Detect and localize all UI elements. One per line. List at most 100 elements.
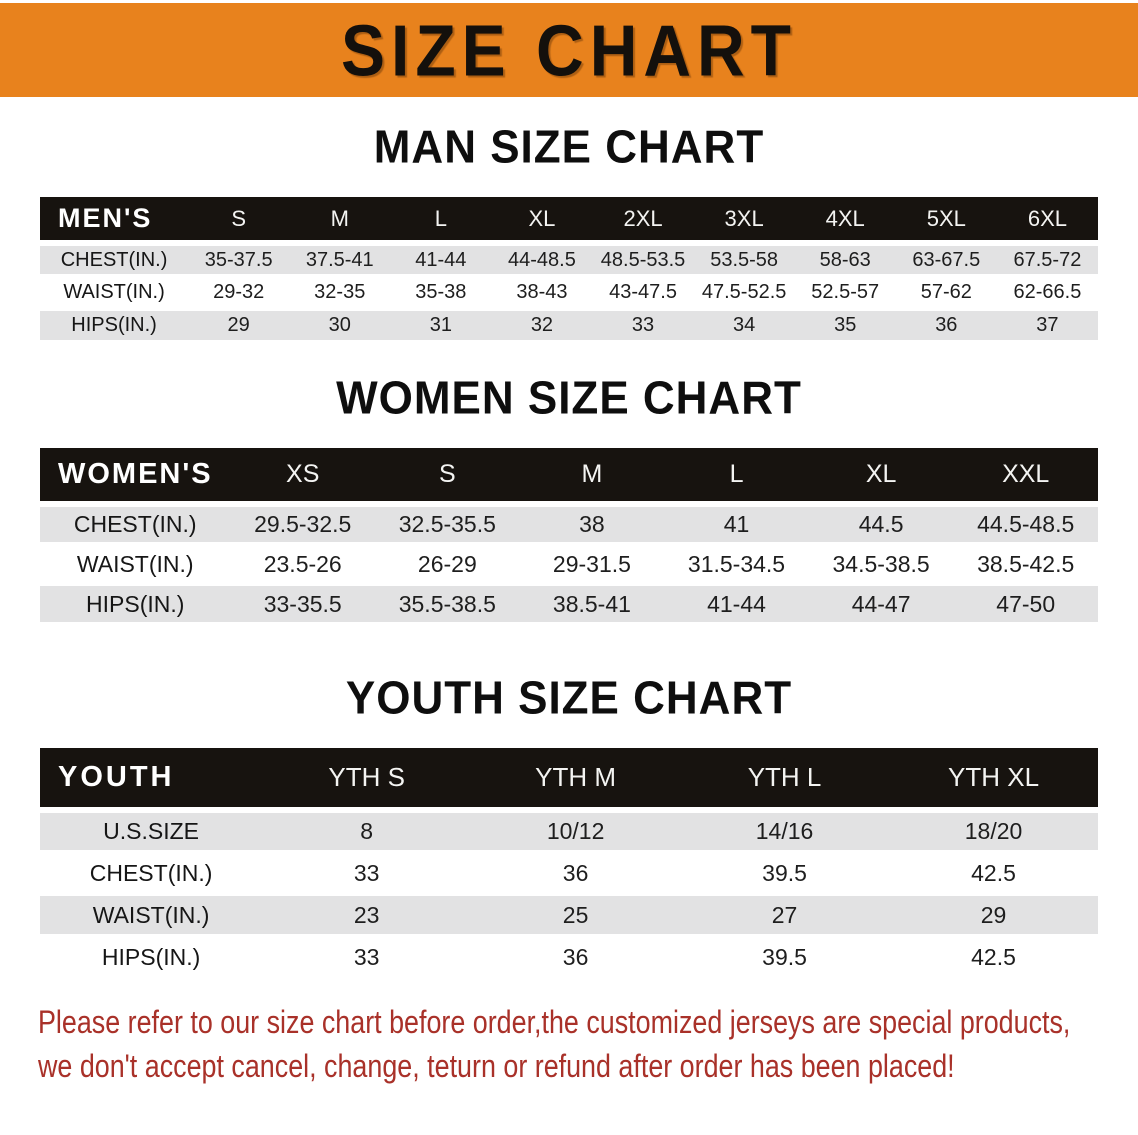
measurement-label: CHEST(IN.)	[40, 504, 231, 546]
size-value-cell: 38-43	[491, 276, 593, 311]
size-value-cell: 34	[693, 309, 795, 344]
table-header-row: MEN'S S M L XL 2XL 3XL 4XL 5XL 6XL	[40, 197, 1098, 246]
measurement-row: WAIST(IN.) 29-32 32-35 35-38 38-43 43-47.5 47.…	[40, 276, 1098, 311]
size-value-cell: 10/12	[471, 810, 681, 854]
measurement-row: CHEST(IN.) 35-37.5 37.5-41 41-44 44-48.5 48.5…	[40, 243, 1098, 278]
measurement-row: CHEST(IN.) 29.5-32.5 32.5-35.5 38 41 44.5 44.5…	[40, 504, 1098, 546]
measurement-row: HIPS(IN.) 33 36 39.5 42.5	[40, 936, 1098, 980]
size-column-header: XL	[808, 448, 954, 507]
measurement-label: HIPS(IN.)	[40, 584, 231, 626]
page-title: SIZE CHART	[341, 9, 797, 91]
size-value-cell: 33	[592, 309, 694, 344]
size-value-cell: 39.5	[680, 936, 890, 980]
size-column-header: M	[289, 197, 391, 246]
size-value-cell: 36	[895, 309, 997, 344]
size-value-cell: 58-63	[794, 243, 896, 278]
size-column-header: 3XL	[693, 197, 795, 246]
measurement-label: WAIST(IN.)	[40, 894, 263, 938]
size-value-cell: 18/20	[889, 810, 1098, 854]
size-value-cell: 41-44	[664, 584, 809, 626]
size-column-header: YTH M	[471, 748, 681, 813]
women-size-table: WOMEN'S XS S M L XL XXL CHEST(IN.) 29.5-32.5 32.5…	[40, 448, 1098, 626]
table-title: YOUTH	[40, 748, 263, 813]
size-value-cell: 44.5-48.5	[953, 504, 1098, 546]
size-column-header: XXL	[953, 448, 1098, 507]
size-value-cell: 32-35	[289, 276, 391, 311]
size-value-cell: 44-47	[808, 584, 954, 626]
size-value-cell: 33-35.5	[230, 584, 376, 626]
measurement-row: U.S.SIZE 8 10/12 14/16 18/20	[40, 810, 1098, 854]
size-value-cell: 38.5-41	[519, 584, 665, 626]
size-value-cell: 62-66.5	[996, 276, 1098, 311]
size-value-cell: 30	[289, 309, 391, 344]
size-value-cell: 23.5-26	[230, 544, 376, 586]
table-header-row: WOMEN'S XS S M L XL XXL	[40, 448, 1098, 507]
size-value-cell: 35-38	[390, 276, 492, 311]
size-column-header: YTH XL	[889, 748, 1098, 813]
size-value-cell: 37.5-41	[289, 243, 391, 278]
size-column-header: 6XL	[996, 197, 1098, 246]
measurement-label: HIPS(IN.)	[40, 309, 189, 344]
table-header-row: YOUTH YTH S YTH M YTH L YTH XL	[40, 748, 1098, 813]
size-column-header: S	[188, 197, 290, 246]
size-column-header: YTH L	[680, 748, 890, 813]
disclaimer-line-1: Please refer to our size chart before or…	[38, 1004, 1071, 1040]
size-value-cell: 41-44	[390, 243, 492, 278]
section-heading-men: MAN SIZE CHART	[373, 121, 765, 174]
size-column-header: XL	[491, 197, 593, 246]
size-value-cell: 23	[262, 894, 472, 938]
table-title: MEN'S	[40, 197, 189, 246]
size-value-cell: 8	[262, 810, 472, 854]
size-column-header: L	[390, 197, 492, 246]
size-value-cell: 29	[889, 894, 1098, 938]
measurement-label: CHEST(IN.)	[40, 852, 263, 896]
size-value-cell: 42.5	[889, 852, 1098, 896]
size-value-cell: 33	[262, 936, 472, 980]
measurement-row: WAIST(IN.) 23 25 27 29	[40, 894, 1098, 938]
measurement-label: WAIST(IN.)	[40, 544, 231, 586]
measurement-row: HIPS(IN.) 33-35.5 35.5-38.5 38.5-41 41-44 44-…	[40, 584, 1098, 626]
table-title: WOMEN'S	[40, 448, 231, 507]
youth-size-table: YOUTH YTH S YTH M YTH L YTH XL U.S.SIZE 8 10/12…	[40, 748, 1098, 980]
size-value-cell: 26-29	[375, 544, 520, 586]
men-size-table: MEN'S S M L XL 2XL 3XL 4XL 5XL 6XL CHEST(IN.) 35-37…	[40, 197, 1098, 344]
size-value-cell: 47.5-52.5	[693, 276, 795, 311]
measurement-row: HIPS(IN.) 29 30 31 32 33 34 35 36 37	[40, 309, 1098, 344]
size-column-header: L	[664, 448, 809, 507]
size-value-cell: 29-32	[188, 276, 290, 311]
size-value-cell: 14/16	[680, 810, 890, 854]
size-value-cell: 29-31.5	[519, 544, 665, 586]
size-column-header: S	[375, 448, 520, 507]
size-value-cell: 33	[262, 852, 472, 896]
size-column-header: XS	[230, 448, 376, 507]
size-value-cell: 29	[188, 309, 290, 344]
size-value-cell: 48.5-53.5	[592, 243, 694, 278]
measurement-label: CHEST(IN.)	[40, 243, 189, 278]
size-value-cell: 36	[471, 936, 681, 980]
size-value-cell: 52.5-57	[794, 276, 896, 311]
size-value-cell: 34.5-38.5	[808, 544, 954, 586]
size-value-cell: 41	[664, 504, 809, 546]
size-value-cell: 39.5	[680, 852, 890, 896]
measurement-row: WAIST(IN.) 23.5-26 26-29 29-31.5 31.5-34.5 34…	[40, 544, 1098, 586]
measurement-label: U.S.SIZE	[40, 810, 263, 854]
section-men: MAN SIZE CHART MEN'S S M L XL 2XL 3XL 4XL 5XL 6XL…	[0, 121, 1138, 344]
size-value-cell: 38	[519, 504, 665, 546]
size-value-cell: 29.5-32.5	[230, 504, 376, 546]
size-column-header: YTH S	[262, 748, 472, 813]
size-value-cell: 32.5-35.5	[375, 504, 520, 546]
size-value-cell: 57-62	[895, 276, 997, 311]
size-value-cell: 36	[471, 852, 681, 896]
measurement-row: CHEST(IN.) 33 36 39.5 42.5	[40, 852, 1098, 896]
size-value-cell: 47-50	[953, 584, 1098, 626]
size-value-cell: 35.5-38.5	[375, 584, 520, 626]
section-women: WOMEN SIZE CHART WOMEN'S XS S M L XL XXL CHEST(…	[0, 373, 1138, 626]
size-value-cell: 25	[471, 894, 681, 938]
size-value-cell: 35-37.5	[188, 243, 290, 278]
size-value-cell: 53.5-58	[693, 243, 795, 278]
size-value-cell: 31.5-34.5	[664, 544, 809, 586]
disclaimer-line-2: we don't accept cancel, change, teturn o…	[38, 1048, 955, 1084]
measurement-label: HIPS(IN.)	[40, 936, 263, 980]
size-value-cell: 67.5-72	[996, 243, 1098, 278]
size-value-cell: 27	[680, 894, 890, 938]
